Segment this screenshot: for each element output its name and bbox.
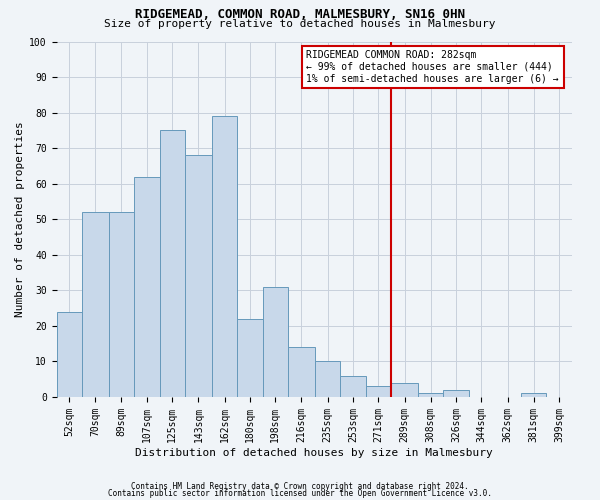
Bar [212,116,237,397]
Bar [237,319,263,397]
Bar [521,394,547,397]
Bar [288,347,315,397]
Bar [185,156,212,397]
Bar [366,386,391,397]
Bar [418,394,443,397]
Bar [82,212,109,397]
Text: RIDGEMEAD, COMMON ROAD, MALMESBURY, SN16 0HN: RIDGEMEAD, COMMON ROAD, MALMESBURY, SN16… [135,8,465,20]
Y-axis label: Number of detached properties: Number of detached properties [15,122,25,317]
Bar [340,376,366,397]
Text: Size of property relative to detached houses in Malmesbury: Size of property relative to detached ho… [104,19,496,29]
Bar [443,390,469,397]
Bar [134,176,160,397]
Bar [391,383,418,397]
Text: RIDGEMEAD COMMON ROAD: 282sqm
← 99% of detached houses are smaller (444)
1% of s: RIDGEMEAD COMMON ROAD: 282sqm ← 99% of d… [307,50,559,84]
Text: Contains public sector information licensed under the Open Government Licence v3: Contains public sector information licen… [108,490,492,498]
X-axis label: Distribution of detached houses by size in Malmesbury: Distribution of detached houses by size … [136,448,493,458]
Bar [263,287,288,397]
Bar [315,362,340,397]
Bar [109,212,134,397]
Bar [160,130,185,397]
Text: Contains HM Land Registry data © Crown copyright and database right 2024.: Contains HM Land Registry data © Crown c… [131,482,469,491]
Bar [56,312,82,397]
